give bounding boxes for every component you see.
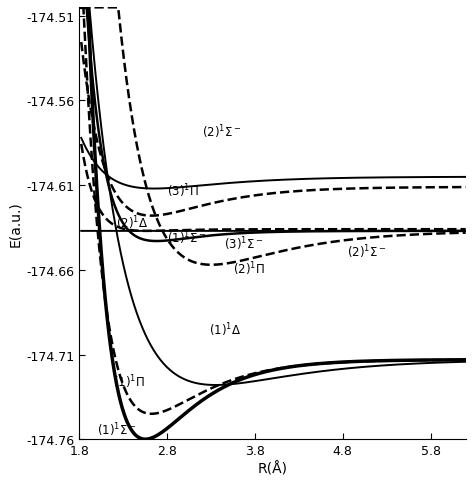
Text: (1)$^1\Pi$: (1)$^1\Pi$ — [113, 373, 145, 391]
Text: (1)$^1\Sigma^-$: (1)$^1\Sigma^-$ — [97, 421, 137, 438]
Text: (2)$^1\Pi$: (2)$^1\Pi$ — [233, 260, 265, 277]
Y-axis label: E(a.u.): E(a.u.) — [9, 201, 22, 247]
Text: (2)$^1\Sigma^-$: (2)$^1\Sigma^-$ — [202, 123, 242, 140]
Text: (1)$^1\Sigma^-$: (1)$^1\Sigma^-$ — [167, 229, 207, 247]
X-axis label: R(Å): R(Å) — [257, 461, 288, 476]
Text: (3)$^1\Pi$: (3)$^1\Pi$ — [167, 182, 199, 199]
Text: (2)$^1\Sigma^-$: (2)$^1\Sigma^-$ — [347, 243, 387, 260]
Text: (1)$^1\Delta$: (1)$^1\Delta$ — [210, 320, 242, 338]
Text: (2)$^1\Delta$: (2)$^1\Delta$ — [116, 214, 149, 232]
Text: (3)$^1\Sigma^-$: (3)$^1\Sigma^-$ — [224, 234, 264, 252]
